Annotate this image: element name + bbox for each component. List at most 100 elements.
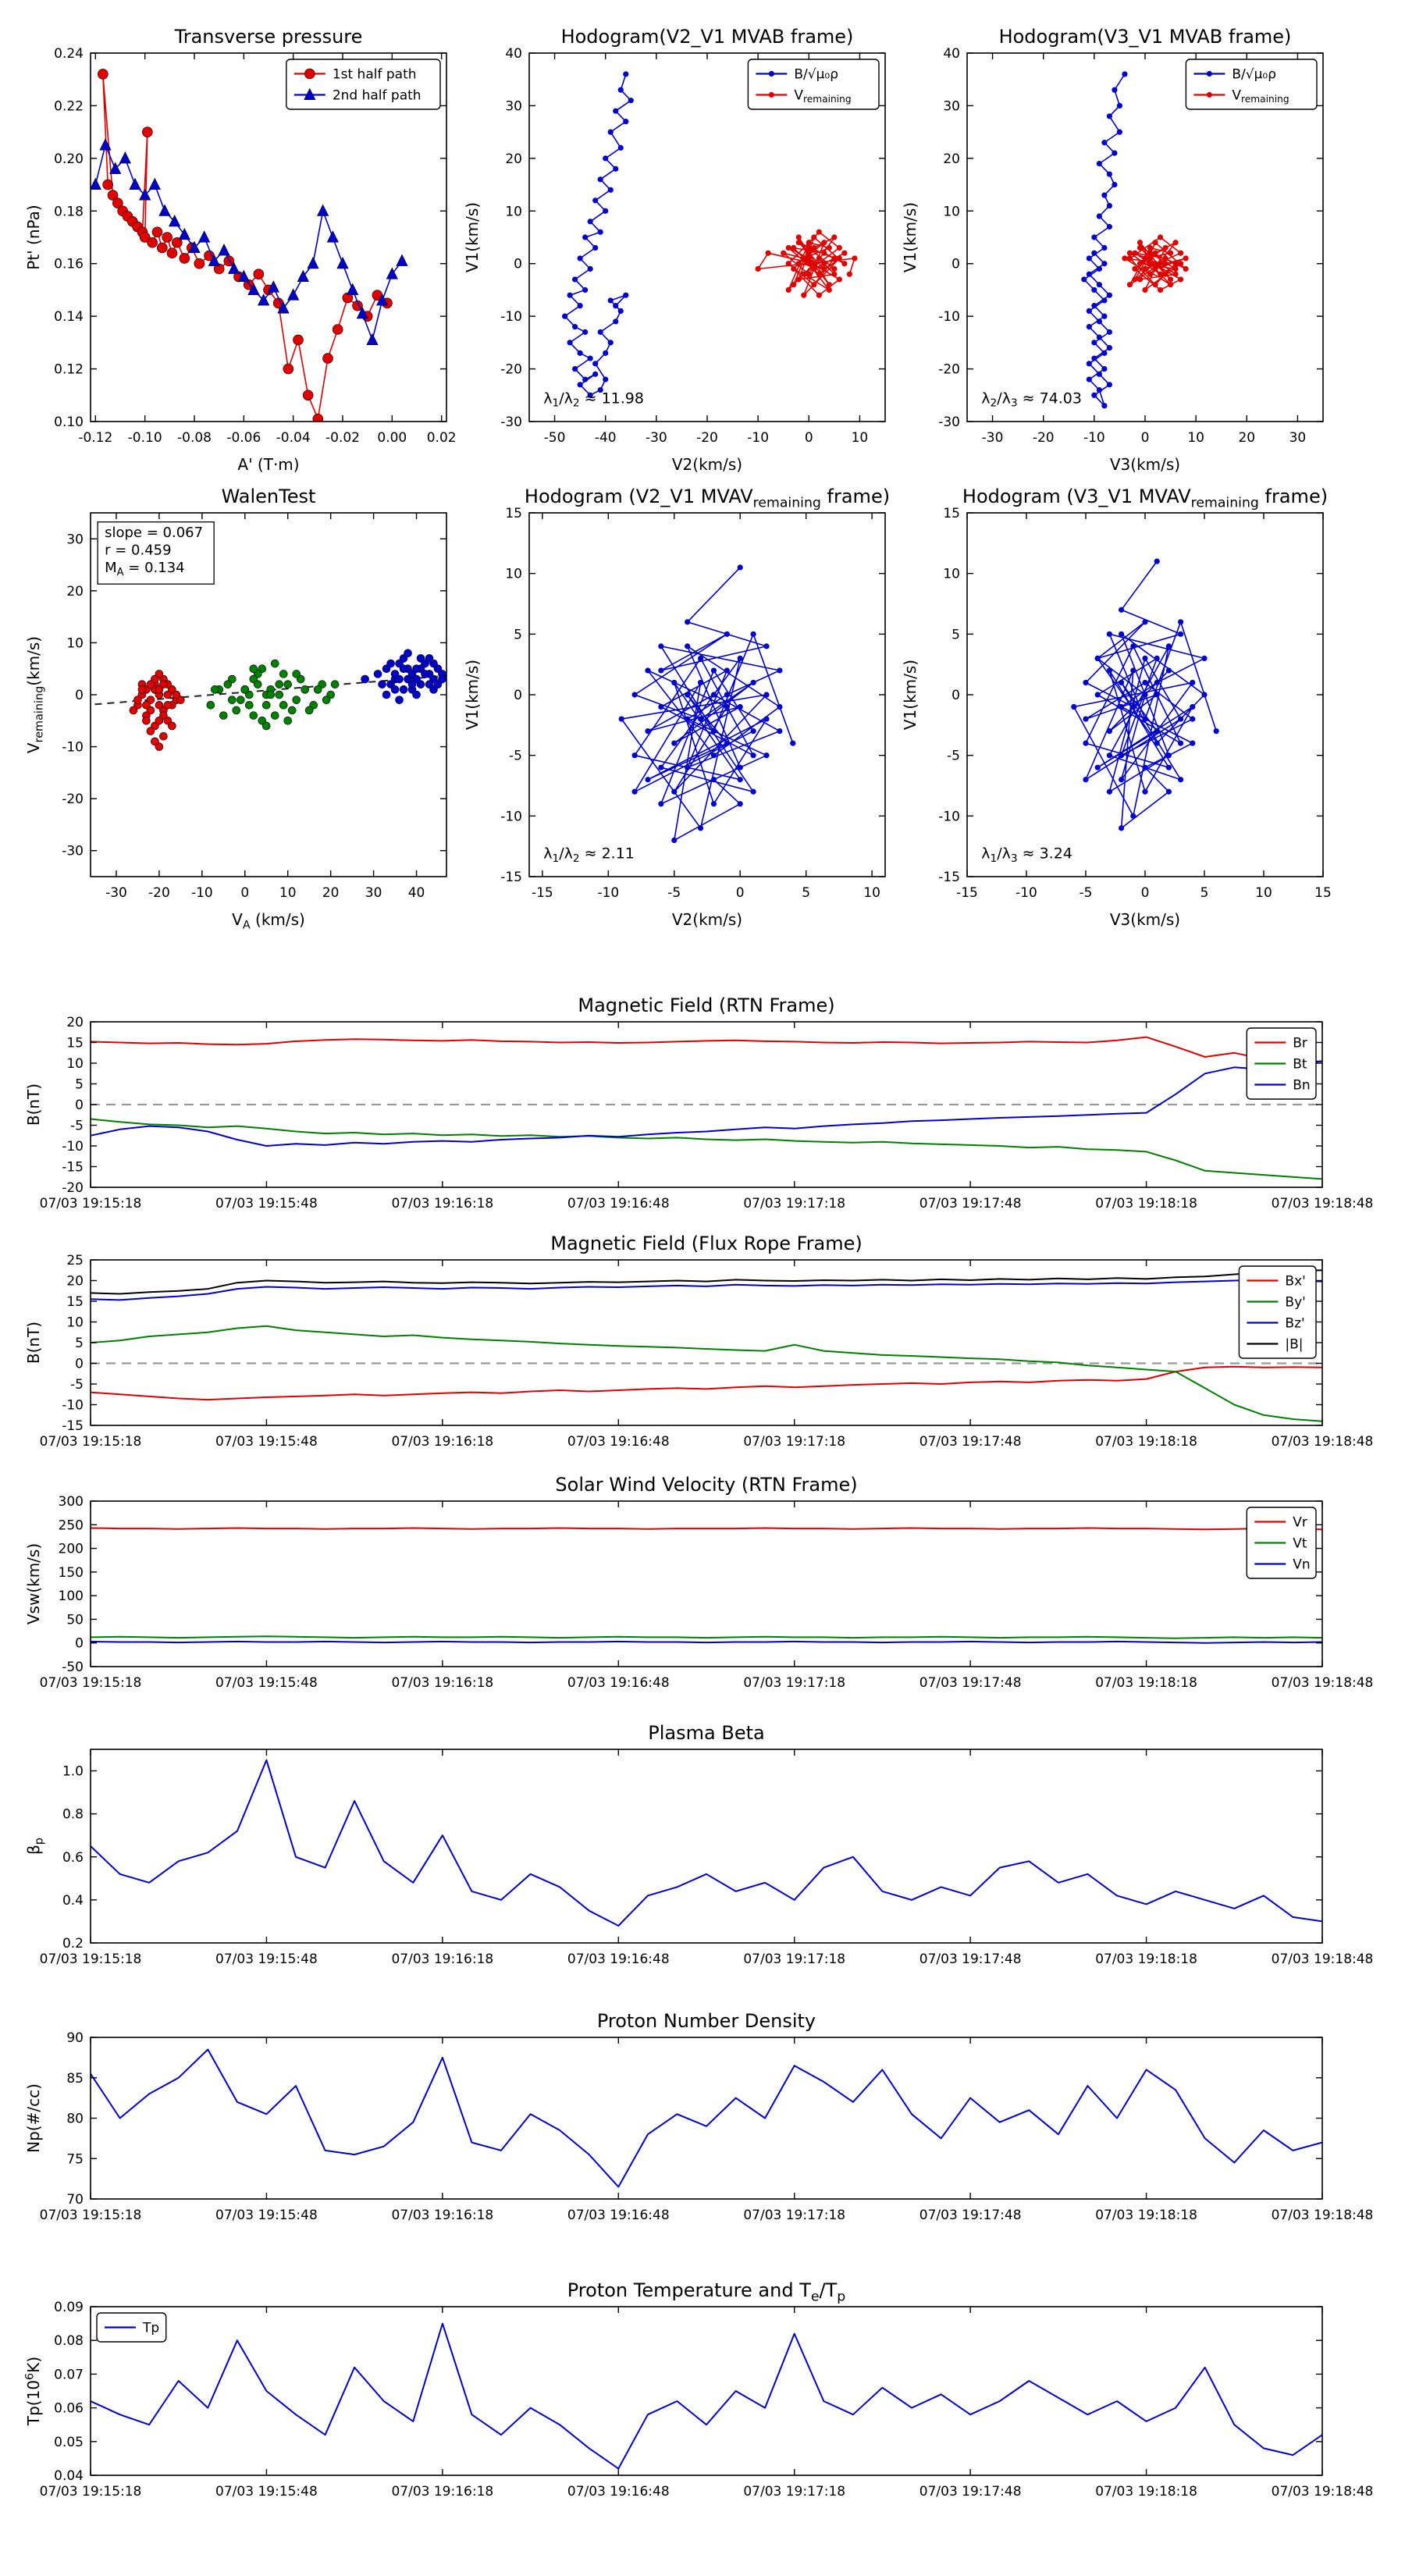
- legend-label: |B|: [1285, 1336, 1303, 1352]
- legend-label: Bt: [1293, 1056, 1307, 1072]
- x-tick-label: -20: [1033, 430, 1055, 446]
- legend-label: Br: [1293, 1035, 1307, 1051]
- legend-label: Vt: [1293, 1535, 1307, 1551]
- y-tick-label: 0: [75, 1098, 84, 1113]
- series-line: [91, 1118, 1322, 1180]
- x-tick-label: 0: [1141, 885, 1150, 901]
- x-tick-label: 15: [1314, 885, 1332, 901]
- chart-proton-number-density: 07/03 19:15:18 07/03 19:15:48 07/03 19:16:…: [24, 2010, 1373, 2223]
- chart-solar-wind-velocity: 07/03 19:15:18 07/03 19:15:48 07/03 19:16:…: [24, 1474, 1373, 1691]
- plot-area: [91, 1759, 1322, 1927]
- series-by-prime: [91, 1325, 1322, 1422]
- x-tick-label: -5: [667, 885, 681, 901]
- series-vn: [91, 1640, 1322, 1644]
- y-tick-label: 30: [943, 98, 960, 114]
- y-tick-label: 10: [943, 567, 960, 582]
- chart-title: Hodogram(V2_V1 MVAB frame): [561, 26, 854, 48]
- y-tick-label: -20: [938, 362, 960, 378]
- chart-transverse-pressure: -0.12 -0.10 -0.08 -0.06 -0.04 -0.02 0.00 0.02 0.…: [24, 26, 457, 474]
- tick-marks: [90, 1500, 1323, 1667]
- y-tick-label: -10: [500, 309, 522, 325]
- y-tick-label: 20: [66, 584, 84, 600]
- series-line: [91, 2322, 1322, 2470]
- y-tick-label: 250: [59, 1517, 84, 1533]
- y-tick-label: -30: [62, 844, 84, 859]
- x-tick-label: 07/03 19:16:48: [567, 1675, 670, 1691]
- y-tick-label: 10: [66, 635, 84, 651]
- plot-area: [618, 564, 796, 843]
- legend-label: B/√μ₀ρ: [1232, 66, 1276, 82]
- y-tick-label: 85: [66, 2071, 84, 2087]
- x-tick-label: 07/03 19:16:18: [391, 1952, 493, 1967]
- x-axis-label: V2(km/s): [672, 455, 742, 474]
- plot-area: [91, 2048, 1322, 2188]
- x-tick-label: -15: [956, 885, 978, 901]
- plot-area: [91, 1269, 1322, 1422]
- series-cluster-first: [129, 670, 185, 751]
- y-tick-label: 20: [505, 151, 522, 167]
- series-b-magnitude: [91, 1269, 1322, 1295]
- x-tick-label: 30: [365, 885, 382, 901]
- y-tick-label: 0.08: [54, 2333, 84, 2349]
- y-tick-label: -20: [62, 792, 84, 807]
- plot-area: [562, 71, 858, 398]
- series-line: [564, 73, 632, 397]
- y-tick-label: 0.22: [54, 98, 84, 114]
- annotation-text: λ1/λ2 ≈ 11.98: [543, 390, 644, 409]
- x-tick-label: 07/03 19:18:48: [1272, 2208, 1374, 2223]
- y-tick-label: 0.8: [62, 1807, 84, 1823]
- y-tick-label: 80: [66, 2112, 84, 2127]
- annotation: λ1/λ2 ≈ 11.98: [543, 390, 644, 409]
- series-cluster-last: [361, 649, 446, 704]
- x-tick-label: -0.08: [177, 430, 212, 446]
- x-tick-label: 07/03 19:16:18: [391, 1434, 493, 1450]
- x-tick-label: 07/03 19:17:48: [919, 1952, 1022, 1967]
- legend-box: [747, 59, 880, 110]
- x-tick-label: 0: [736, 885, 745, 901]
- x-tick-label: -0.12: [78, 430, 112, 446]
- y-tick-label: 10: [505, 567, 522, 582]
- legend: Vr Vt Vn: [1246, 1507, 1317, 1579]
- y-tick-label: 150: [59, 1565, 84, 1581]
- x-tick-label: 20: [1238, 430, 1255, 446]
- y-tick-label: 0: [951, 257, 960, 272]
- series-line: [91, 1279, 1322, 1301]
- x-axis-label: V3(km/s): [1110, 455, 1180, 474]
- legend-label: Bz': [1285, 1315, 1304, 1331]
- y-tick-label: 0: [514, 688, 522, 703]
- y-axis-label: V1(km/s): [901, 202, 919, 272]
- x-tick-label: 07/03 19:18:48: [1272, 2484, 1374, 2500]
- x-tick-label: -30: [646, 430, 667, 446]
- x-tick-label: 07/03 19:15:48: [215, 2484, 318, 2500]
- y-tick-label: -20: [500, 362, 522, 378]
- series-tp: [91, 2322, 1322, 2470]
- y-tick-label: -10: [62, 1139, 84, 1155]
- series-b-over-sqrt-mu0rho: [562, 71, 634, 398]
- y-tick-label: 0.10: [54, 415, 84, 430]
- x-tick-label: 0: [240, 885, 249, 901]
- x-tick-label: 07/03 19:16:18: [391, 1196, 493, 1212]
- tick-marks: [90, 2037, 1323, 2200]
- x-tick-label: 07/03 19:15:18: [40, 1434, 142, 1450]
- x-tick-label: -0.06: [226, 430, 261, 446]
- plot-area: [91, 1527, 1322, 1644]
- y-tick-label: 0.4: [62, 1893, 84, 1909]
- legend: Bx' By' Bz' |B|: [1238, 1265, 1317, 1359]
- x-axis-label: V3(km/s): [1110, 910, 1180, 929]
- x-tick-label: -30: [105, 885, 127, 901]
- x-tick-label: 07/03 19:15:18: [40, 1952, 142, 1967]
- x-tick-label: 0.02: [427, 430, 457, 446]
- y-tick-label: 0.24: [54, 46, 84, 62]
- annotation: λ1/λ2 ≈ 2.11: [543, 845, 635, 865]
- tick-marks: [91, 52, 446, 422]
- x-tick-label: 07/03 19:17:18: [743, 1952, 845, 1967]
- series-line: [91, 2048, 1322, 2188]
- legend-label: Bn: [1293, 1077, 1310, 1093]
- y-tick-label: 5: [75, 1077, 84, 1093]
- y-tick-label: 0.18: [54, 204, 84, 219]
- x-tick-label: -15: [532, 885, 553, 901]
- series-cluster-middle: [206, 659, 340, 731]
- x-tick-label: 5: [1200, 885, 1209, 901]
- chart-hodogram-v2v1-mvab: -50 -40 -30 -20 -10 0 10 -30 -20 -10 0 10 20 30 40 Hodo…: [463, 26, 886, 474]
